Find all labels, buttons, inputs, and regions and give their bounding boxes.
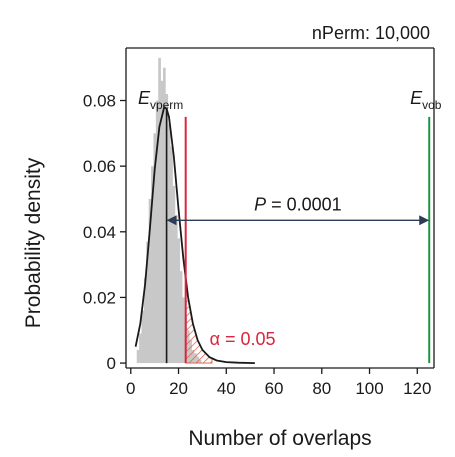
y-tick-label: 0.06 xyxy=(83,157,116,176)
x-axis-title: Number of overlaps xyxy=(188,427,371,450)
alpha-label: α = 0.05 xyxy=(210,329,276,349)
histogram-bar-10 xyxy=(160,80,164,364)
histogram-bar-13 xyxy=(167,123,171,364)
x-axis-ticks: 0 20 40 60 80 100 120 xyxy=(126,368,431,398)
x-tick-label: 0 xyxy=(126,379,135,398)
histogram-bar-19 xyxy=(182,297,185,364)
histogram-bar-2 xyxy=(141,310,145,364)
histogram-bar-15 xyxy=(172,185,176,364)
x-tick-label: 40 xyxy=(217,379,236,398)
histogram-bar-1 xyxy=(139,333,142,364)
histogram-bar-16 xyxy=(174,215,178,364)
histogram-bar-3 xyxy=(143,277,147,364)
y-tick-label: 0 xyxy=(107,354,116,373)
fitted-curve xyxy=(134,105,255,364)
histogram-bar-18 xyxy=(179,271,183,364)
x-tick-label: 60 xyxy=(265,379,284,398)
chart-title: nPerm: 10,000 xyxy=(312,23,430,43)
x-tick-label: 100 xyxy=(355,379,383,398)
histogram-bar-6 xyxy=(151,166,154,364)
e-vob-label: Evob xyxy=(410,88,442,112)
y-tick-label: 0.02 xyxy=(83,288,116,307)
y-tick-label: 0.04 xyxy=(83,223,116,242)
y-axis-title: Probability density xyxy=(22,157,45,328)
histogram-bar-7 xyxy=(153,133,157,364)
alpha-region xyxy=(185,277,213,364)
y-axis-ticks: 0 0.02 0.04 0.06 0.08 xyxy=(83,92,126,373)
histogram-bar-11 xyxy=(163,67,166,364)
histogram-bar-14 xyxy=(170,146,173,364)
histogram-bar-4 xyxy=(146,241,149,364)
p-value-label: P = 0.0001 xyxy=(254,194,342,214)
histogram-bar-0 xyxy=(136,349,140,364)
x-tick-label: 120 xyxy=(403,379,431,398)
e-vperm-label: Evperm xyxy=(138,88,183,112)
histogram-bar-9 xyxy=(158,57,161,364)
histogram-bar-17 xyxy=(177,238,181,364)
histogram-bar-8 xyxy=(155,100,159,364)
y-tick-label: 0.08 xyxy=(83,92,116,111)
x-tick-label: 80 xyxy=(312,379,331,398)
x-tick-label: 20 xyxy=(169,379,188,398)
axes xyxy=(125,47,435,369)
histogram-bar-5 xyxy=(148,198,152,364)
